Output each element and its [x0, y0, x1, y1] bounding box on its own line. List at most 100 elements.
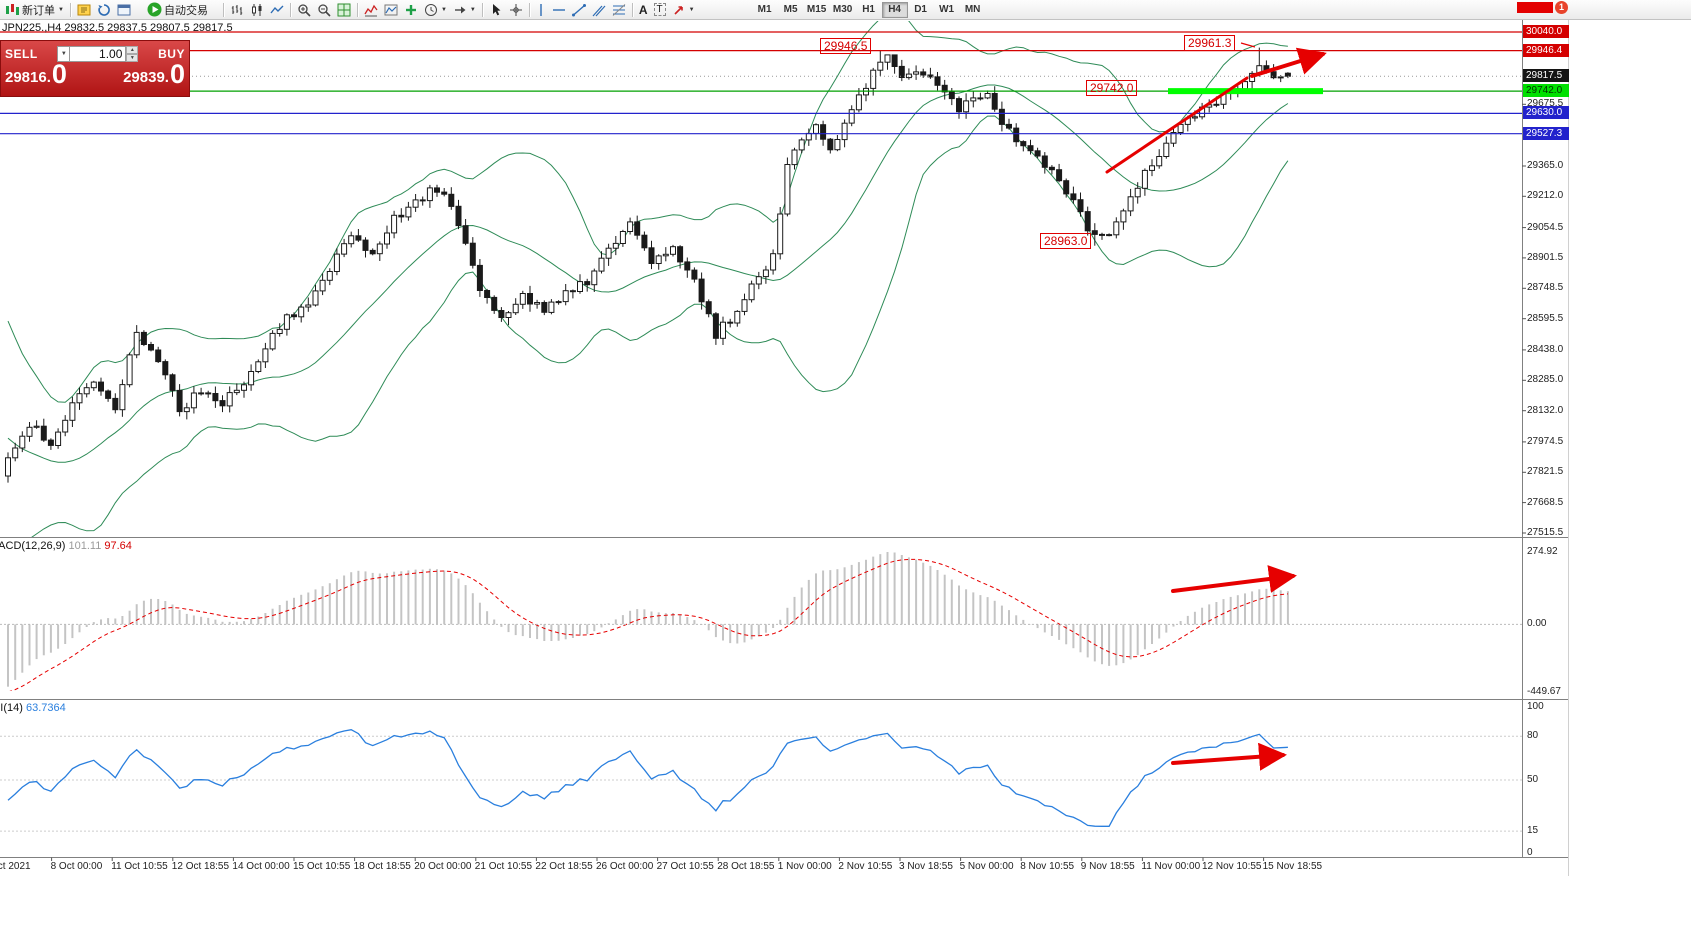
bar-chart-button[interactable] [227, 1, 247, 19]
candlestick [691, 269, 698, 280]
chevron-down-icon[interactable]: ▼ [58, 6, 64, 13]
new-order-button[interactable]: 新订单 ▼ [2, 1, 67, 19]
channel-button[interactable] [589, 1, 609, 19]
candlestick [941, 84, 948, 93]
candlestick [1134, 187, 1141, 198]
trend-arrow [1250, 47, 1327, 78]
candlestick [455, 205, 462, 227]
candles-layer [5, 47, 1291, 483]
arrows-button[interactable]: ▼ [669, 1, 698, 19]
ohlc-info: JPN225.,H4 29832.5 29837.5 29807.5 29817… [2, 22, 233, 34]
tf-button-h4[interactable]: H4 [881, 1, 908, 18]
candlestick [991, 93, 998, 110]
price-axis[interactable] [1523, 20, 1568, 858]
trendline-icon [571, 3, 586, 16]
candlestick [312, 290, 319, 306]
chevron-down-icon[interactable]: ▼ [469, 6, 476, 13]
candlestick [934, 76, 941, 86]
tf-button-w1[interactable]: W1 [939, 4, 955, 15]
candlestick [384, 232, 390, 245]
crosshair-button[interactable] [506, 1, 526, 19]
cursor-button[interactable] [486, 1, 506, 19]
candlestick [741, 299, 748, 312]
tf-button-h1[interactable]: H1 [862, 4, 875, 15]
candlestick [720, 321, 726, 339]
buy-button[interactable]: 29839. 0 [123, 61, 185, 88]
line-chart-icon [270, 5, 284, 13]
candlestick [83, 387, 90, 395]
zoom-out-button[interactable] [314, 1, 334, 19]
trend-arrow [1171, 742, 1287, 771]
label-tool-label: T [653, 3, 666, 16]
volume-up-icon[interactable]: ▲ [126, 45, 139, 54]
candlestick [569, 290, 576, 293]
tf-button-m15[interactable]: M15 [806, 4, 827, 15]
candlestick [634, 221, 641, 236]
sell-label: SELL [5, 46, 38, 61]
notification-count-badge[interactable]: 1 [1555, 1, 1568, 14]
periods-button[interactable]: ▼ [421, 1, 450, 19]
separator [356, 2, 358, 17]
fibonacci-button[interactable] [609, 1, 629, 19]
candlestick [62, 419, 69, 433]
candlestick [291, 314, 297, 318]
tile-windows-button[interactable] [334, 1, 354, 19]
candlestick [1284, 72, 1291, 77]
channel-icon [592, 5, 606, 16]
horizontal-line-button[interactable] [549, 1, 569, 19]
metaeditor-button[interactable] [74, 1, 94, 19]
candlestick [169, 374, 176, 391]
indicator-window-button[interactable] [381, 1, 401, 19]
candlestick [369, 249, 376, 255]
volume-preset-dropdown[interactable]: ▼ [57, 45, 71, 62]
candlestick [698, 278, 705, 303]
candlestick [748, 283, 755, 301]
trendline-button[interactable] [569, 1, 589, 19]
candlestick [920, 71, 927, 76]
candlestick [1048, 166, 1055, 171]
line-chart-button[interactable] [267, 1, 287, 19]
candlestick [577, 281, 583, 293]
add-indicator-button[interactable] [401, 1, 421, 19]
tf-button-m1[interactable]: M1 [757, 4, 772, 15]
volume-down-icon[interactable]: ▼ [126, 53, 139, 62]
vertical-line-button[interactable] [533, 1, 549, 19]
time-axis[interactable] [0, 858, 1522, 876]
chevron-down-icon[interactable]: ▼ [440, 6, 447, 13]
chart-shift-button[interactable]: ▼ [450, 1, 479, 19]
candlestick [612, 242, 619, 249]
rsi-line [7, 729, 1288, 827]
macd-name: MACD(12,26,9) [0, 540, 66, 552]
chevron-down-icon[interactable]: ▼ [688, 6, 695, 13]
top-right-red-marker [1517, 2, 1553, 13]
volume-stepper[interactable]: ▲ ▼ [126, 45, 139, 62]
candlestick [877, 61, 884, 71]
rsi-value: 63.7364 [25, 702, 66, 714]
candlestick [391, 214, 398, 234]
tf-button-m5[interactable]: M5 [783, 4, 798, 15]
text-label-button[interactable]: T [651, 1, 669, 19]
candlestick-chart-button[interactable] [247, 1, 267, 19]
candlestick [541, 302, 548, 313]
candlestick [727, 321, 734, 324]
tf-button-mn[interactable]: MN [964, 4, 981, 15]
text-button[interactable]: A [636, 1, 651, 19]
auto-trading-icon [147, 2, 162, 17]
sell-price: 29816. [5, 69, 51, 86]
refresh-button[interactable] [94, 1, 114, 19]
separator [528, 2, 530, 17]
zoom-in-button[interactable] [294, 1, 314, 19]
candlestick [40, 425, 47, 441]
trend-arrow [1171, 565, 1297, 593]
candlestick [1084, 211, 1091, 232]
auto-trading-button[interactable]: 自动交易 [144, 1, 211, 19]
sell-button[interactable]: 29816. 0 [5, 61, 67, 88]
indicators-button[interactable] [361, 1, 381, 19]
new-chart-button[interactable] [114, 1, 134, 19]
tf-button-m30[interactable]: M30 [832, 4, 853, 15]
candlestick [298, 306, 305, 318]
volume-input[interactable]: 1.00 [70, 45, 127, 62]
bar-chart-icon [231, 4, 243, 15]
tf-button-d1[interactable]: D1 [914, 4, 927, 15]
